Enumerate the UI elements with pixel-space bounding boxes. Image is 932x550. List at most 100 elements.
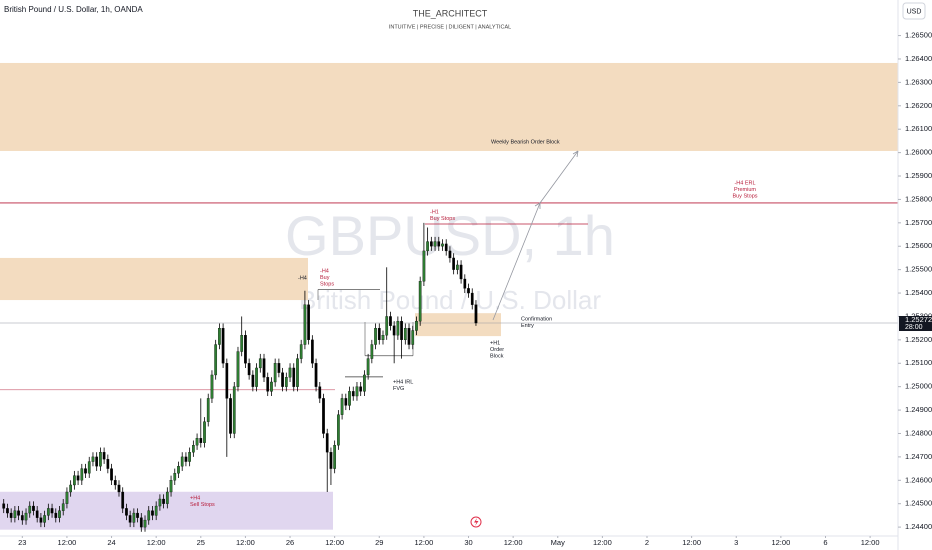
candle-body (452, 257, 455, 270)
candle-body (288, 367, 292, 378)
event-icon-bolt (474, 518, 479, 526)
arrow-head (534, 202, 541, 209)
price-axis: 1.24400 1.24500 1.24600 1.24700 1.24800 1.249… (18, 31, 932, 547)
y-tick-label: 1.25300 (905, 311, 932, 320)
candle-body (6, 508, 9, 514)
candle-body (370, 344, 374, 359)
candle-body (39, 517, 43, 523)
symbol-title: British Pound / U.S. Dollar, 1h, OANDA (4, 5, 143, 14)
x-tick-label: 12:00 (147, 538, 166, 547)
candle-body (225, 363, 229, 399)
last-price-label: 1.25272 (905, 315, 932, 324)
candle-body (329, 452, 333, 469)
candle-body (35, 510, 39, 518)
level-label: Buy Stops (732, 193, 757, 199)
x-tick-label: 12:00 (504, 538, 523, 547)
candle-body (162, 498, 165, 504)
candle-body (403, 328, 407, 341)
candle-body (310, 339, 314, 364)
candle-body (61, 503, 65, 511)
candle-body (333, 445, 337, 469)
zone-label: Order (490, 347, 504, 353)
level-label: Buy (320, 275, 330, 281)
zone-label: Block (490, 353, 504, 359)
x-tick-label: 24 (107, 538, 115, 547)
candle-body (192, 445, 195, 453)
level-label: Buy Stops (430, 216, 455, 222)
candle-body (348, 391, 351, 406)
candle-body (463, 278, 467, 289)
candle-body (284, 377, 288, 387)
candle-body (296, 358, 299, 387)
candle-body (20, 515, 24, 521)
zone-label: +H4 (190, 495, 200, 501)
candle-body (470, 292, 474, 305)
candle-body (206, 398, 210, 422)
candle-body (389, 316, 392, 326)
candle-body (87, 461, 91, 474)
candle-body (169, 480, 173, 493)
candle-body (437, 241, 441, 247)
candle-body (210, 374, 214, 399)
candle-body (218, 328, 221, 345)
candle-body (385, 316, 389, 336)
candle-body (214, 344, 218, 376)
y-tick-label: 1.25800 (905, 194, 932, 203)
candle-body (374, 328, 377, 345)
candle-body (173, 473, 177, 481)
candle-body (2, 503, 6, 509)
candle-body (13, 510, 17, 518)
candle-body (195, 438, 199, 446)
y-tick-label: 1.24900 (905, 405, 932, 414)
candle-body (184, 456, 188, 462)
last-price-tag (899, 316, 932, 332)
candle-body (73, 475, 76, 486)
candle-body (128, 515, 132, 523)
level-label: Stops (320, 281, 334, 287)
y-tick-label: 1.25200 (905, 335, 932, 344)
candle-body (366, 358, 370, 376)
candle-body (203, 421, 206, 443)
candle-body (76, 475, 80, 481)
currency-button[interactable] (902, 2, 926, 20)
zone-label: Weekly Bearish Order Block (491, 139, 560, 145)
x-tick-label: 30 (464, 538, 472, 547)
candle-body (106, 459, 110, 469)
level-label: FVG (393, 386, 404, 392)
zone (0, 257, 308, 301)
x-tick-label: 26 (286, 538, 294, 547)
candle-body (392, 325, 396, 336)
level-label: Confirmation (521, 316, 552, 322)
y-tick-label: 1.25400 (905, 288, 932, 297)
candle-body (459, 264, 463, 280)
candle-body (58, 510, 61, 518)
y-tick-label: 1.25700 (905, 218, 932, 227)
candle-body (91, 456, 95, 462)
candle-body (266, 377, 270, 392)
candle-body (147, 510, 151, 521)
y-tick-label: 1.24600 (905, 475, 932, 484)
candle-body (143, 519, 147, 528)
candle-body (65, 491, 69, 504)
candle-body (281, 372, 284, 387)
candle-body (318, 386, 322, 399)
x-tick-label: 3 (734, 538, 738, 547)
candle-body (467, 288, 470, 294)
countdown-label: 28:00 (905, 324, 923, 331)
x-tick-label: 12:00 (771, 538, 790, 547)
candle-body (340, 398, 344, 415)
candle-body (381, 335, 385, 341)
candle-body (322, 398, 325, 434)
candle-body (456, 264, 459, 270)
candle-body (177, 466, 180, 474)
candle-body (99, 452, 102, 467)
candle-body (444, 243, 448, 252)
chart-subtitle: INTUITIVE | PRECISE | DILIGENT | ANALYTI… (389, 24, 511, 30)
candle-body (158, 498, 162, 507)
zone-label: -H4 (298, 275, 307, 281)
candle-body (299, 344, 303, 359)
candle-body (448, 250, 452, 259)
candle-body (441, 243, 444, 247)
y-tick-label: 1.26200 (905, 101, 932, 110)
candle-body (415, 320, 418, 331)
